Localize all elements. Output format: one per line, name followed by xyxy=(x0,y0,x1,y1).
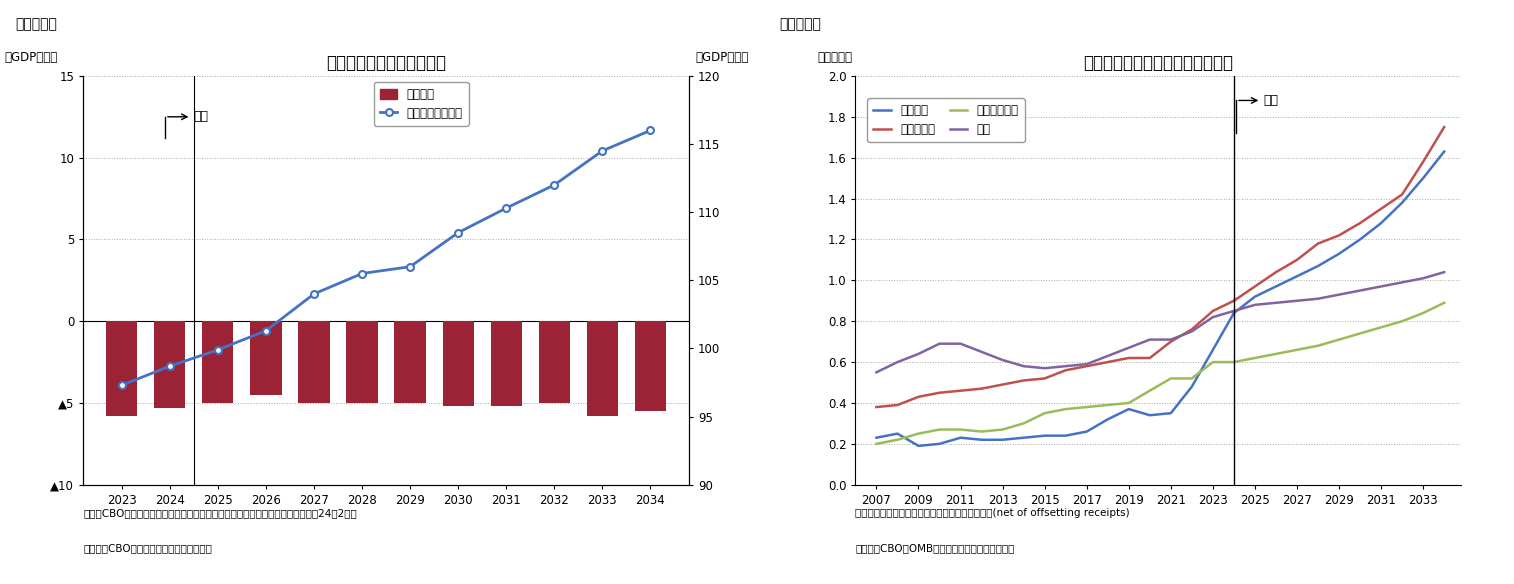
Text: （GDP比％）: （GDP比％） xyxy=(5,51,58,64)
Text: （図表３）: （図表３） xyxy=(15,18,58,32)
Bar xyxy=(347,321,377,403)
Bar xyxy=(634,321,666,411)
Text: （GDP比％）: （GDP比％） xyxy=(695,51,748,64)
Text: （資料）CBOよりニッセイ基礎研究所作成: （資料）CBOよりニッセイ基礎研究所作成 xyxy=(83,543,212,553)
Bar xyxy=(203,321,233,403)
Bar xyxy=(587,321,618,416)
Bar xyxy=(395,321,425,403)
Title: 純利払い額と主要な歳出項目比較: 純利払い額と主要な歳出項目比較 xyxy=(1083,54,1234,72)
Text: 推計: 推計 xyxy=(194,110,209,123)
Title: 財政収支・債務残高見通し: 財政収支・債務残高見通し xyxy=(326,54,447,72)
Text: （図表４）: （図表４） xyxy=(780,18,822,32)
Text: （注）CBOによる現行予算関連法の継続を前提したベースラインシナリオ推計（24年2月）: （注）CBOによる現行予算関連法の継続を前提したベースラインシナリオ推計（24年… xyxy=(83,508,357,518)
Text: （注）会計年度。メディケアは保険料徴収分除き(net of offsetting receipts): （注）会計年度。メディケアは保険料徴収分除き(net of offsetting… xyxy=(855,508,1129,518)
Legend: 純利払い, メディケア, メディケイド, 国防: 純利払い, メディケア, メディケイド, 国防 xyxy=(868,98,1025,142)
Text: 推計: 推計 xyxy=(1263,94,1278,107)
Bar xyxy=(491,321,522,406)
Bar xyxy=(106,321,138,416)
Text: （資料）CBO、OMBよりニッセイ基礎研究所作成: （資料）CBO、OMBよりニッセイ基礎研究所作成 xyxy=(855,543,1014,553)
Bar xyxy=(250,321,282,395)
Bar xyxy=(154,321,185,408)
Bar xyxy=(298,321,330,403)
Bar xyxy=(539,321,569,403)
Bar xyxy=(442,321,474,406)
Text: （兆ドル）: （兆ドル） xyxy=(818,51,852,64)
Legend: 財政収支, 債務残高（右軸）: 財政収支, 債務残高（右軸） xyxy=(374,82,469,126)
